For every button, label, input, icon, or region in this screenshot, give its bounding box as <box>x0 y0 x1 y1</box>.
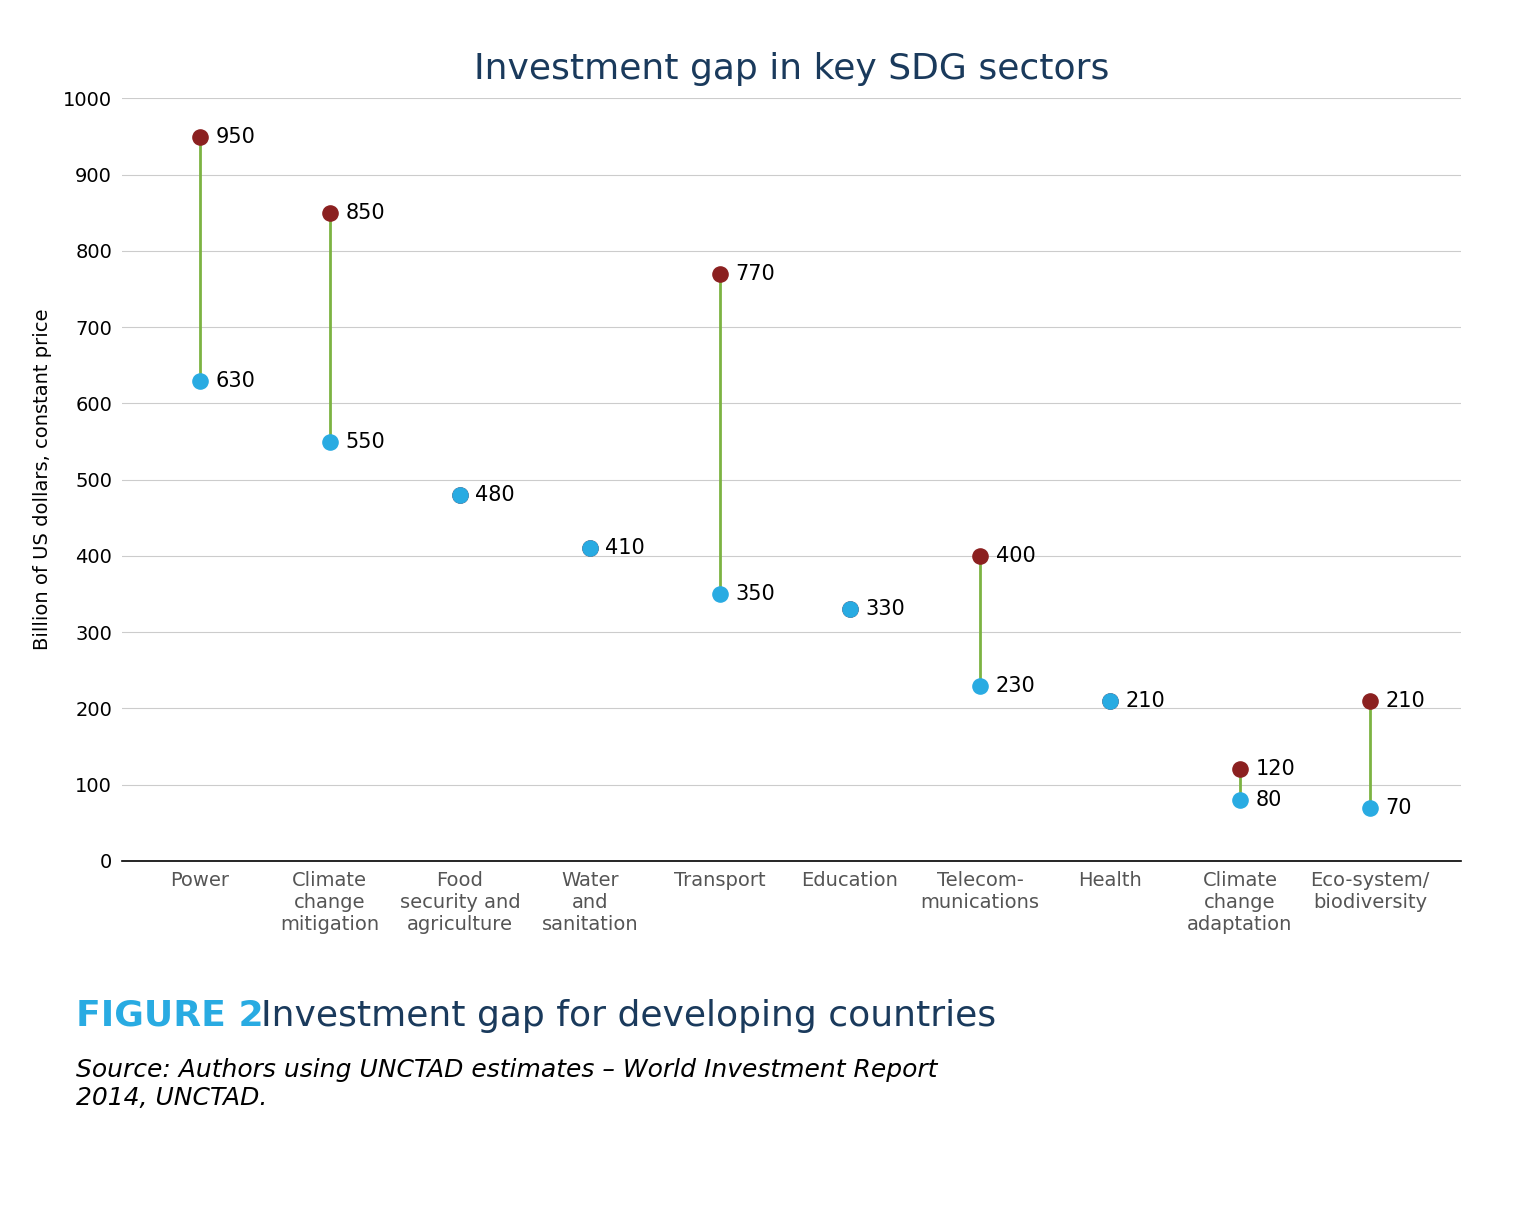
Text: 770: 770 <box>735 263 775 284</box>
Text: 410: 410 <box>606 539 645 558</box>
Point <box>1228 790 1253 809</box>
Point <box>968 546 992 566</box>
Text: 210: 210 <box>1126 691 1166 711</box>
Point <box>837 599 861 619</box>
Text: 480: 480 <box>475 485 514 506</box>
Text: 80: 80 <box>1256 790 1282 811</box>
Point <box>447 485 472 504</box>
Point <box>837 599 861 619</box>
Text: 230: 230 <box>995 675 1035 696</box>
Point <box>578 539 603 558</box>
Text: Investment gap for developing countries: Investment gap for developing countries <box>262 999 995 1033</box>
Y-axis label: Billion of US dollars, constant price: Billion of US dollars, constant price <box>33 309 52 651</box>
Point <box>318 432 342 451</box>
Point <box>1358 798 1382 818</box>
Text: 400: 400 <box>995 546 1035 566</box>
Text: 950: 950 <box>216 127 256 146</box>
Point <box>708 264 732 284</box>
Text: 550: 550 <box>345 432 385 451</box>
Point <box>318 203 342 223</box>
Point <box>187 370 212 390</box>
Point <box>1097 691 1122 711</box>
Title: Investment gap in key SDG sectors: Investment gap in key SDG sectors <box>473 52 1110 86</box>
Text: 210: 210 <box>1385 691 1426 711</box>
Text: FIGURE 2: FIGURE 2 <box>76 999 263 1033</box>
Point <box>968 675 992 695</box>
Point <box>578 539 603 558</box>
Point <box>187 127 212 146</box>
Point <box>1097 691 1122 711</box>
Text: 330: 330 <box>866 599 906 620</box>
Text: 350: 350 <box>735 584 775 604</box>
Text: 850: 850 <box>345 203 385 223</box>
Text: 120: 120 <box>1256 759 1295 780</box>
Text: 630: 630 <box>216 370 256 391</box>
Point <box>708 584 732 604</box>
Point <box>1358 691 1382 711</box>
Point <box>1228 760 1253 780</box>
Text: 70: 70 <box>1385 797 1412 818</box>
Point <box>447 485 472 504</box>
Text: Source: Authors using UNCTAD estimates – World Investment Report
2014, UNCTAD.: Source: Authors using UNCTAD estimates –… <box>76 1058 938 1109</box>
